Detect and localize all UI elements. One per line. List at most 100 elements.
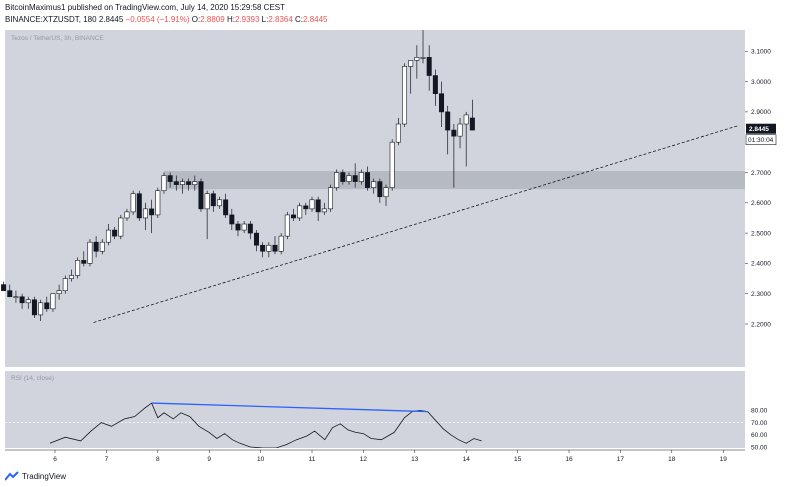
candle — [198, 178, 204, 212]
candle — [87, 239, 93, 267]
bearish-divergence-line[interactable] — [151, 402, 428, 413]
candle-body-down — [93, 241, 99, 252]
candle-body-down — [167, 175, 173, 182]
last-price: 2.8445 — [98, 15, 124, 24]
time-tick-label: 13 — [411, 456, 419, 463]
chart-canvas[interactable]: Tezos / TetherUS, 3h, BINANCE 3.20003.10… — [0, 30, 787, 467]
last-price-tag: 2.8445 01:30:04 — [745, 123, 777, 146]
candle — [365, 166, 371, 191]
candle — [371, 178, 377, 194]
candle — [192, 175, 198, 191]
price-pane[interactable] — [5, 30, 745, 367]
low-label: L: — [261, 15, 269, 24]
ascending-trendline[interactable] — [93, 125, 739, 323]
close-label: C: — [295, 15, 304, 24]
candle — [432, 69, 438, 106]
candle-body-down — [290, 214, 296, 219]
candle-body-down — [365, 172, 371, 188]
support-resistance-zone[interactable] — [164, 170, 745, 190]
publisher-line: BitcoinMaximus1 published on TradingView… — [5, 3, 286, 12]
candle — [124, 208, 130, 221]
candle — [38, 299, 44, 321]
candle-body-up — [241, 223, 247, 231]
candle — [297, 202, 303, 221]
candle-body-up — [130, 193, 136, 213]
open-value: 2.8809 — [200, 15, 225, 24]
candle-body-up — [402, 66, 408, 125]
close-value: 2.8445 — [303, 15, 328, 24]
candle — [216, 196, 222, 209]
candle — [334, 169, 340, 191]
candle-body-up — [192, 181, 198, 185]
candle-body-down — [432, 75, 438, 95]
candle — [377, 178, 383, 203]
candle-body-up — [358, 172, 364, 182]
candle — [321, 202, 327, 215]
candle-body-down — [247, 223, 253, 234]
candle — [451, 124, 457, 188]
symbol-info-line: BINANCE:XTZUSDT, 180 2.8445 −0.0554 (−1.… — [5, 15, 328, 25]
candle-body-down — [31, 299, 37, 316]
open-label: O: — [191, 15, 201, 24]
candle-body-up — [50, 293, 56, 310]
candle-body-up — [457, 123, 463, 137]
time-tick-label: 18 — [668, 456, 676, 463]
candle — [204, 190, 210, 240]
candle-body-up — [155, 190, 161, 216]
rsi-tick-label: 60.00 — [751, 432, 768, 439]
time-tick-label: 17 — [617, 456, 625, 463]
candle — [247, 220, 253, 240]
candle — [1, 281, 7, 291]
high-value: 2.9393 — [234, 15, 260, 24]
candle — [309, 196, 315, 212]
candle-body-up — [118, 217, 124, 237]
time-tick-label: 8 — [156, 456, 160, 463]
rsi-tick-label: 70.00 — [751, 420, 768, 427]
candle-body-down — [198, 181, 204, 210]
last-price-tag-text: 2.8445 — [749, 126, 769, 133]
candle — [56, 284, 62, 300]
candle — [118, 214, 124, 240]
candle — [25, 296, 31, 309]
candle-body-up — [408, 60, 414, 67]
candle — [328, 184, 334, 212]
time-tick-label: 10 — [257, 456, 265, 463]
low-value: 2.8364 — [268, 15, 293, 24]
candle-body-up — [383, 187, 389, 198]
high-label: H: — [226, 15, 235, 24]
price-tick-label: 2.3000 — [751, 291, 771, 298]
candle — [469, 99, 475, 131]
candle — [142, 202, 148, 231]
candle-body-down — [112, 229, 118, 237]
candle — [253, 230, 259, 252]
time-axis[interactable] — [0, 450, 787, 467]
tradingview-brand[interactable]: TradingView — [5, 471, 66, 481]
time-tick-label: 9 — [207, 456, 211, 463]
candle-body-down — [44, 302, 50, 310]
candle — [223, 193, 229, 218]
candle — [167, 172, 173, 188]
candle — [395, 117, 401, 146]
candle — [383, 184, 389, 206]
candle — [186, 178, 192, 191]
candle — [272, 236, 278, 255]
candle-body-down — [7, 290, 13, 298]
candle — [439, 81, 445, 128]
candle-body-down — [451, 129, 457, 137]
candle — [99, 239, 105, 255]
candle — [420, 30, 426, 64]
candle-body-down — [210, 193, 216, 207]
candle — [173, 175, 179, 191]
price-axis[interactable] — [745, 30, 787, 450]
candle — [414, 45, 420, 79]
candle — [402, 63, 408, 128]
candle — [457, 117, 463, 149]
candle — [149, 199, 155, 234]
candle — [19, 293, 25, 309]
countdown-tag-bg — [745, 134, 777, 146]
candle — [358, 169, 364, 185]
candle-body-up — [99, 241, 105, 252]
candle — [346, 172, 352, 185]
time-tick-label: 16 — [565, 456, 573, 463]
candle-body-up — [414, 57, 420, 61]
